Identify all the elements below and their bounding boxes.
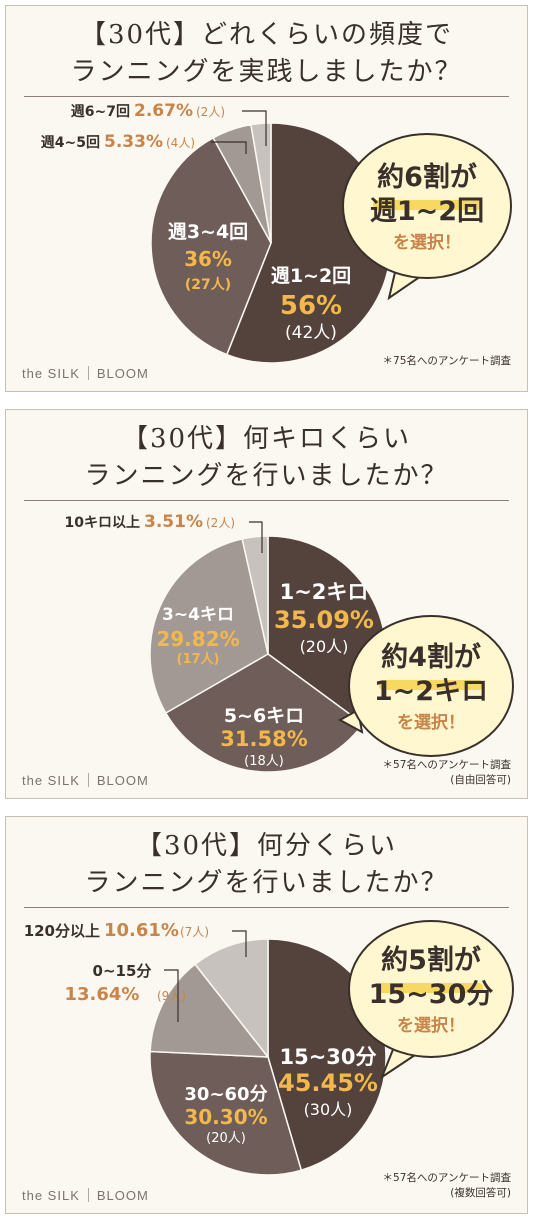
leader-line-2 bbox=[164, 969, 179, 1022]
chart-title-line2: ランニングを行いましたか？ bbox=[84, 461, 449, 491]
pie-slice-3 bbox=[241, 535, 269, 655]
title-divider bbox=[24, 96, 509, 97]
brand-name: the SILK bbox=[22, 366, 80, 381]
brand-name: the SILK bbox=[22, 1188, 80, 1203]
chart-panel-duration: 【30代】何分くらい ランニングを行いましたか？ 15~30分 45.45% (30… bbox=[5, 816, 528, 1214]
pie-slice-2 bbox=[149, 963, 270, 1058]
outer-value-2: 13.64% bbox=[65, 984, 140, 1005]
outer-count-3: (7人) bbox=[180, 925, 209, 939]
slice-label-0: 週1~2回 bbox=[271, 265, 351, 287]
survey-note: ＊57名へのアンケート調査 (複数回答可) bbox=[383, 1171, 511, 1201]
pie-slice-1 bbox=[164, 653, 365, 773]
brand-sub: BLOOM bbox=[96, 773, 149, 788]
brand-sub: BLOOM bbox=[96, 366, 149, 381]
brand-sub: BLOOM bbox=[96, 1188, 149, 1203]
brand-logo: the SILK BLOOM bbox=[22, 773, 149, 788]
pie-chart: 15~30分45.45%(30人)30~60分30.30%(20人)0~15分1… bbox=[24, 920, 514, 1176]
outer-count-3: (2人) bbox=[196, 105, 225, 119]
outer-count-2: (4人) bbox=[166, 136, 195, 150]
outer-label-3: 10キロ以上 bbox=[65, 515, 140, 531]
leader-line-2 bbox=[211, 141, 247, 154]
chart-title-line2: ランニングを実践しましたか？ bbox=[70, 57, 463, 87]
brand-logo: the SILK BLOOM bbox=[22, 1188, 149, 1203]
outer-label-2: 週4~5回 bbox=[41, 135, 100, 151]
slice-count-0: (20人) bbox=[300, 637, 349, 656]
slice-value-0: 35.09% bbox=[274, 606, 374, 634]
chart-title-line1: 【30代】何キロくらい bbox=[121, 424, 412, 454]
slice-label-2: 3~4キロ bbox=[162, 605, 234, 625]
leader-line-3 bbox=[232, 930, 247, 957]
pie-slice-1 bbox=[150, 136, 272, 356]
bubble-text-bottom: を選択！ bbox=[397, 1015, 465, 1036]
outer-value-3: 3.51% bbox=[144, 512, 203, 532]
outer-value-3: 2.67% bbox=[134, 101, 193, 121]
slice-label-0: 1~2キロ bbox=[280, 580, 369, 604]
pie-slice-2 bbox=[149, 537, 269, 715]
slice-value-1: 30.30% bbox=[184, 1105, 267, 1129]
pie-slice-3 bbox=[250, 122, 272, 244]
bubble-text-top: 約4割が bbox=[381, 641, 481, 673]
slice-label-0: 15~30分 bbox=[279, 1045, 376, 1069]
survey-note-line1: ＊57名へのアンケート調査 bbox=[382, 759, 511, 771]
slice-count-1: (20人) bbox=[206, 1131, 246, 1146]
bubble-text-bottom: を選択！ bbox=[393, 232, 461, 253]
slice-value-0: 45.45% bbox=[278, 1069, 378, 1097]
pie-slice-3 bbox=[193, 938, 269, 1060]
leader-line-3 bbox=[242, 110, 267, 146]
highlight-marker bbox=[373, 200, 481, 210]
slice-count-2: (17人) bbox=[177, 651, 220, 667]
brand-logo: the SILK BLOOM bbox=[22, 366, 149, 381]
outer-count-2: (9人) bbox=[157, 989, 186, 1003]
highlight-marker bbox=[379, 680, 483, 690]
outer-label-3: 週6~7回 bbox=[71, 104, 130, 120]
bubble-text-middle: 15~30分 bbox=[369, 979, 494, 1010]
slice-count-0: (42人) bbox=[285, 323, 337, 343]
title-divider bbox=[24, 907, 509, 908]
slice-label-1: 5~6キロ bbox=[224, 705, 304, 727]
outer-value-3: 10.61% bbox=[104, 920, 179, 941]
pie-slice-1 bbox=[149, 1050, 303, 1176]
slice-label-1: 30~60分 bbox=[184, 1084, 267, 1105]
bubble-text-middle: 1~2キロ bbox=[374, 676, 488, 707]
slice-value-0: 56% bbox=[280, 291, 342, 321]
slice-value-1: 36% bbox=[184, 247, 232, 271]
survey-note-line1: ＊57名へのアンケート調査 bbox=[382, 1172, 511, 1184]
slice-value-1: 31.58% bbox=[220, 727, 307, 751]
slice-count-1: (18人) bbox=[244, 754, 284, 769]
pie-chart: 1~2キロ35.09%(20人)5~6キロ31.58%(18人)3~4キロ29.… bbox=[65, 512, 514, 773]
outer-label-2: 0~15分 bbox=[93, 962, 152, 980]
survey-note: ＊57名へのアンケート調査 (自由回答可) bbox=[383, 758, 511, 788]
leader-line-3 bbox=[249, 521, 263, 553]
chart-title-line1: 【30代】何分くらい bbox=[135, 831, 398, 861]
chart-panel-distance: 【30代】何キロくらい ランニングを行いましたか？ 1~2キロ 35.09% (20… bbox=[5, 409, 528, 799]
pie-chart: 週1~2回 56%(42人) 週3~4回 36% (27人) 週4~5回 5.33% (4人)… bbox=[41, 101, 512, 364]
bubble-text-bottom: を選択！ bbox=[397, 712, 465, 733]
slice-label-1: 週3~4回 bbox=[168, 221, 248, 243]
slice-count-1: (27人) bbox=[185, 276, 231, 293]
bubble-text-top: 約5割が bbox=[381, 944, 481, 976]
outer-value-2: 5.33% bbox=[104, 132, 163, 152]
title-divider bbox=[24, 500, 509, 501]
survey-note-line2: (複数回答可) bbox=[450, 1187, 511, 1199]
outer-count-3: (2人) bbox=[206, 516, 235, 530]
brand-name: the SILK bbox=[22, 773, 80, 788]
chart-title-line1: 【30代】どれくらいの頻度で bbox=[79, 20, 454, 50]
slice-count-0: (30人) bbox=[304, 1100, 353, 1119]
chart-title-line2: ランニングを行いましたか？ bbox=[84, 868, 449, 898]
bubble-text-top: 約6割が bbox=[377, 161, 477, 193]
bubble-text-middle: 週1~2回 bbox=[370, 196, 484, 227]
survey-note-line2: (自由回答可) bbox=[450, 774, 511, 786]
slice-value-2: 29.82% bbox=[156, 627, 239, 651]
outer-label-3: 120分以上 bbox=[24, 922, 100, 940]
survey-note: ＊75名へのアンケート調査 bbox=[382, 355, 511, 367]
chart-panel-frequency: 【30代】どれくらいの頻度で ランニングを実践しましたか？ 週1~2回 56% (4… bbox=[5, 5, 528, 392]
highlight-marker bbox=[379, 983, 483, 993]
